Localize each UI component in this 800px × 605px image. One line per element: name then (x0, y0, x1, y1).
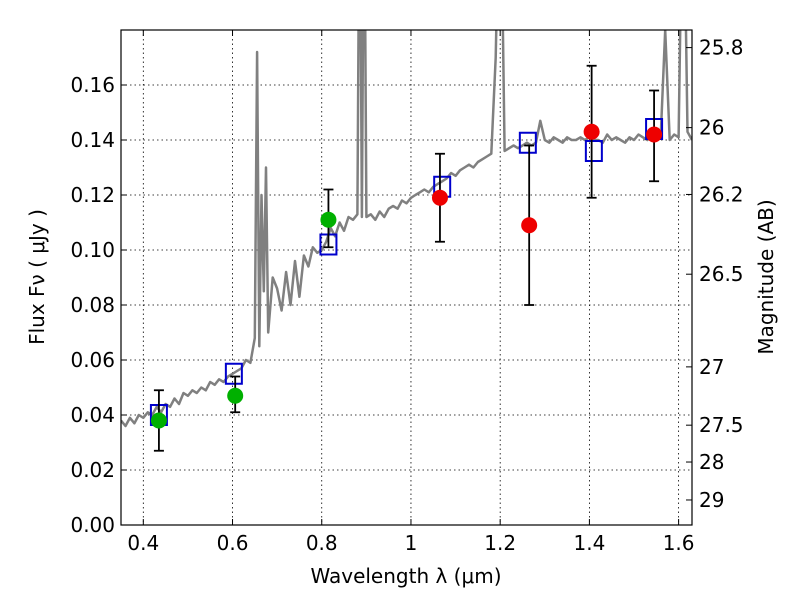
right-tick-label: 26.2 (699, 182, 744, 206)
y-tick-label: 0.08 (70, 293, 115, 317)
spectrum-line (121, 30, 692, 428)
x-tick-label: 1.4 (573, 531, 605, 555)
right-tick-label: 27 (699, 355, 724, 379)
y-tick-label: 0.10 (70, 238, 115, 262)
right-tick-label: 26.5 (699, 262, 744, 286)
x-axis-label: Wavelength λ (μm) (310, 564, 501, 588)
y-tick-label: 0.12 (70, 183, 115, 207)
right-tick-label: 25.8 (699, 36, 744, 60)
y-tick-label: 0.02 (70, 458, 115, 482)
grid-layer (121, 30, 692, 525)
y-tick-label: 0.04 (70, 403, 115, 427)
observed-point (521, 217, 538, 234)
observed-point (583, 123, 600, 140)
x-tick-label: 0.6 (217, 531, 249, 555)
observed-point (150, 412, 167, 429)
x-tick-label: 0.8 (306, 531, 338, 555)
right-tick-label: 29 (699, 488, 724, 512)
model-photometry-square (584, 140, 603, 162)
model-photometry-square (224, 362, 243, 385)
y-tick-label: 0.14 (70, 128, 115, 152)
ticks-layer: 0.4 0.6 0.8 1 1.2 1.4 1.6 0.00 0.02 0.04 0.06 0.08 0… (70, 30, 744, 555)
x-tick-label: 0.4 (127, 531, 159, 555)
observed-point (320, 211, 337, 228)
right-tick-label: 27.5 (699, 413, 744, 437)
observed-point (227, 387, 244, 404)
y-tick-label: 0.06 (70, 348, 115, 372)
right-tick-label: 28 (699, 450, 724, 474)
y-axis-label-right: Magnitude (AB) (754, 199, 778, 354)
plot-frame (120, 29, 693, 526)
x-tick-label: 1 (405, 531, 418, 555)
model-photometry-square (518, 131, 537, 154)
y-tick-label: 0.00 (70, 513, 115, 537)
y-tick-label: 0.16 (70, 73, 115, 97)
observed-point (646, 126, 663, 143)
y-axis-label: Flux Fν ( μJy ) (25, 209, 49, 345)
right-tick-label: 26 (699, 116, 724, 140)
series-layer (121, 30, 692, 452)
x-tick-label: 1.2 (484, 531, 516, 555)
observed-point (431, 189, 448, 206)
x-tick-label: 1.6 (663, 531, 695, 555)
